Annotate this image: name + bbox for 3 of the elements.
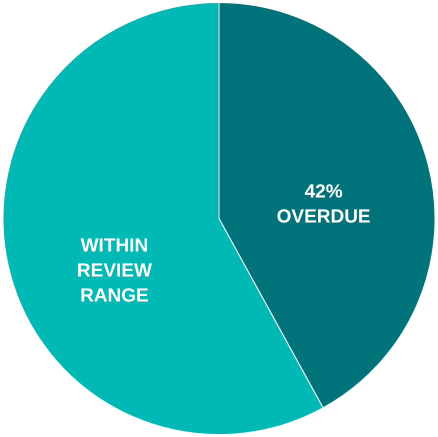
slice-label: WITHIN REVIEW RANGE [76, 235, 152, 306]
data-label: 42% [304, 182, 343, 203]
slice-label: OVERDUE [276, 206, 371, 228]
